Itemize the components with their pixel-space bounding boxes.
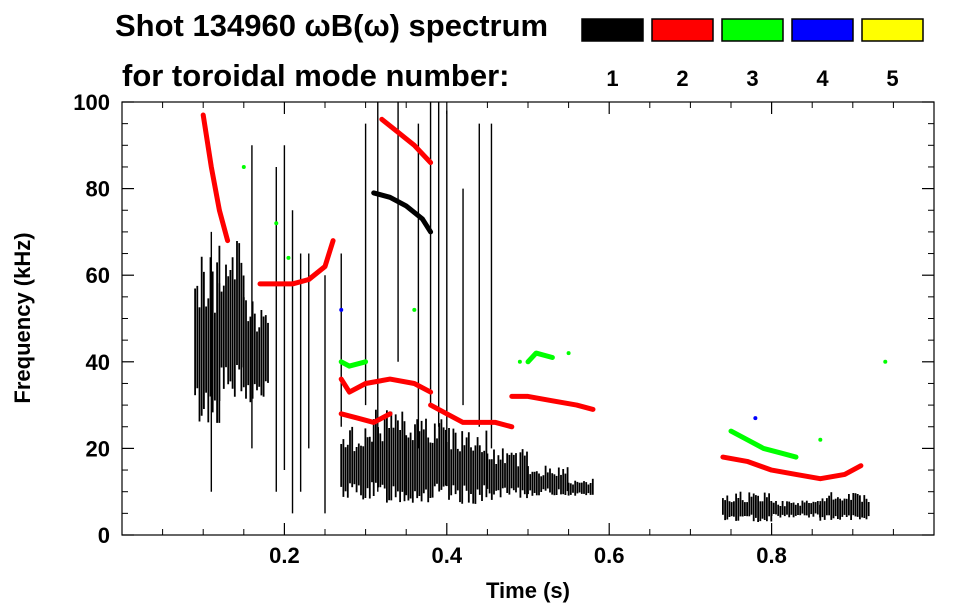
legend-label-4: 4 [816,66,829,91]
plot-area: 0 20 40 60 80 100 0.2 0.4 0.6 0.8 [73,90,935,568]
mode-3-point [517,359,522,364]
mode-2-track [338,376,434,395]
y-tick-label: 100 [73,90,110,115]
spectrum-marks [194,102,888,522]
mode-3-point [883,359,888,364]
mode-3-point [241,164,246,169]
mode-2-track [720,454,864,482]
x-axis-label: Time (s) [486,578,570,603]
legend-swatch-2 [651,18,714,42]
y-tick-label: 60 [86,263,110,288]
mode-2-track [257,238,336,287]
legend-swatch-3 [721,18,784,42]
mode-3-point [286,255,291,260]
legend-swatch-1 [581,18,644,42]
mode-3-point [818,437,823,442]
mode-3-track [338,359,369,369]
mode-2-track [509,393,596,412]
mode-2-track [200,112,231,244]
x-tick-label: 0.2 [269,543,300,568]
x-tick-label: 0.8 [756,543,787,568]
mode-2-track [379,116,434,166]
legend-subtitle: for toroidal mode number: [122,58,510,93]
legend-label-3: 3 [746,66,758,91]
mode-3-track [525,350,555,365]
chart-title: Shot 134960 ωB(ω) spectrum [115,8,548,43]
mode-4-point [753,416,758,421]
y-tick-label: 20 [86,436,110,461]
mode-4-point [339,307,344,312]
legend-label-5: 5 [886,66,898,91]
y-tick-label: 0 [98,523,110,548]
y-axis-label: Frequency (kHz) [10,232,35,403]
legend-swatch-4 [791,18,854,42]
axis-ticks: 0 20 40 60 80 100 0.2 0.4 0.6 0.8 [73,90,934,568]
x-tick-label: 0.6 [594,543,625,568]
mode-1-track [371,190,434,235]
y-tick-label: 40 [86,350,110,375]
legend: 1 2 3 4 5 [581,18,924,91]
x-tick-label: 0.4 [432,543,463,568]
y-tick-label: 80 [86,177,110,202]
mode-3-point [274,221,279,226]
legend-label-2: 2 [676,66,688,91]
mode-3-point [412,307,417,312]
mode-2-track [338,411,393,425]
legend-swatch-5 [861,18,924,42]
mode-2-track [428,402,515,430]
mode-3-track [728,428,799,460]
mode-3-point [566,351,571,356]
legend-label-1: 1 [606,66,618,91]
